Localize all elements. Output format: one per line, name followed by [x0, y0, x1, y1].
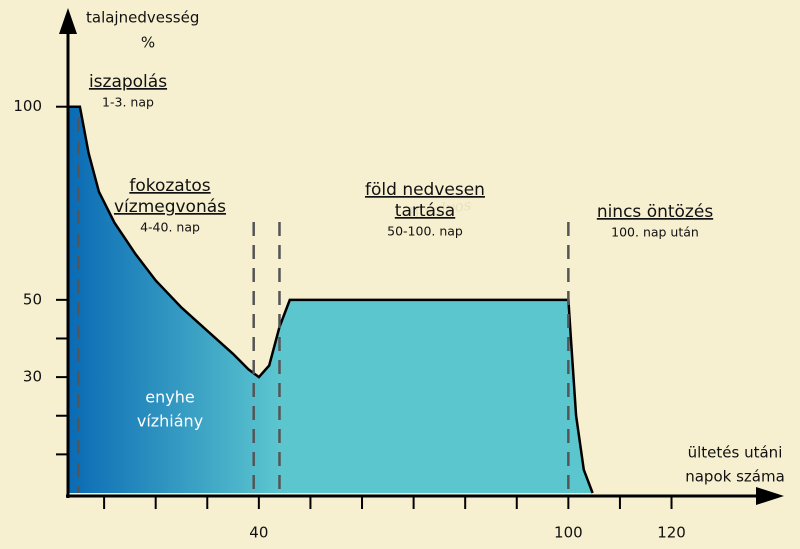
- annotation-subtitle: 50-100. nap: [387, 224, 463, 239]
- area-label: vízhiány: [137, 412, 203, 431]
- annotation-subtitle: 4-40. nap: [140, 220, 200, 235]
- x-axis-label: ültetés utáni: [688, 444, 783, 462]
- x-tick-label: 120: [657, 524, 686, 542]
- annotation-title: iszapolás: [89, 72, 167, 92]
- y-axis-arrow: [59, 8, 77, 34]
- annotation-title: vízmegvonás: [114, 197, 226, 217]
- x-tick-label: 100: [554, 524, 583, 542]
- annotation-title: fokozatos: [129, 176, 210, 196]
- annotation-subtitle: 100. nap után: [611, 225, 699, 240]
- area-label: enyhe: [145, 388, 194, 407]
- area: [68, 106, 593, 493]
- annotation-title: föld nedvesen: [365, 180, 485, 200]
- x-axis-label: napok száma: [685, 468, 785, 486]
- y-tick-label: 30: [23, 368, 42, 386]
- annotation-title: nincs öntözés: [597, 202, 714, 222]
- y-tick-label: 50: [23, 290, 42, 308]
- y-axis-unit: %: [141, 34, 155, 52]
- annotation-subtitle: 1-3. nap: [102, 95, 154, 110]
- y-tick-label: 100: [13, 97, 42, 115]
- x-axis-arrow: [756, 487, 784, 505]
- x-tick-label: 40: [249, 524, 268, 542]
- y-axis-label: talajnedvesség: [86, 9, 199, 27]
- area-line: [68, 105, 594, 494]
- annotation-title: tartása: [395, 201, 455, 221]
